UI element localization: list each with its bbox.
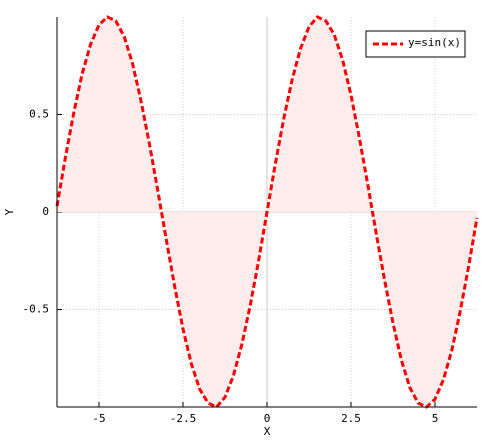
x-axis-label: X: [264, 425, 271, 438]
y-tick-label: -0.5: [23, 303, 50, 316]
x-tick-label: 2.5: [341, 412, 361, 425]
line: [55, 15, 479, 409]
y-tick-label: 0.5: [29, 108, 49, 121]
x-tick-label: 5: [432, 412, 439, 425]
legend-label: y=sin(x): [408, 36, 461, 49]
x-tick-label: -2.5: [170, 412, 197, 425]
y-tick-label: 0: [42, 205, 49, 218]
x-tick-label: -5: [92, 412, 105, 425]
x-tick-label: 0: [264, 412, 271, 425]
y-axis-label: Y: [3, 208, 16, 215]
